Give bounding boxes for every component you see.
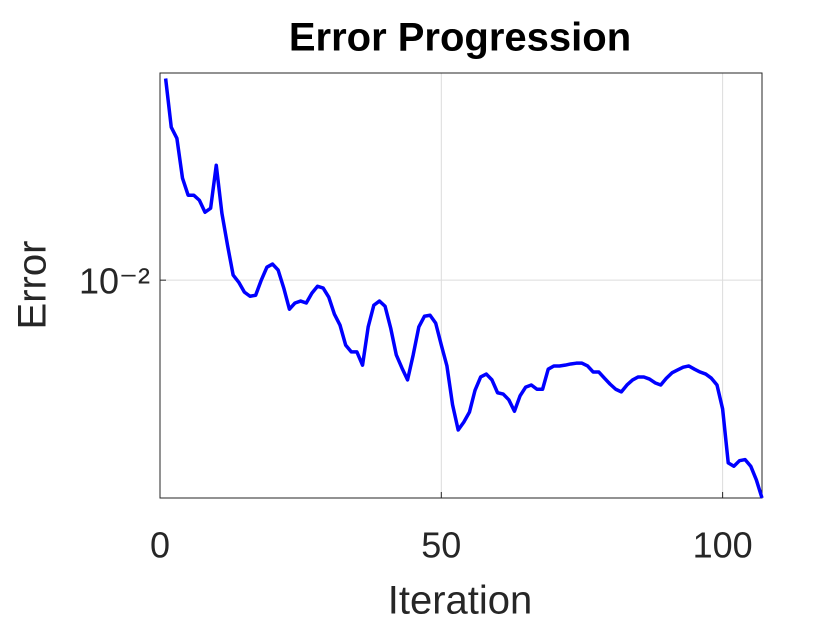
x-axis-label: Iteration xyxy=(388,579,533,623)
chart-title: Error Progression xyxy=(289,16,631,60)
y-axis-label: Error xyxy=(11,241,55,330)
x-tick-label: 0 xyxy=(150,525,170,566)
plot-frame xyxy=(159,72,763,499)
x-tick-label: 50 xyxy=(421,525,461,566)
data-line xyxy=(163,78,764,499)
x-tick-label: 100 xyxy=(693,525,753,566)
y-tick-label: 10⁻² xyxy=(79,261,150,302)
